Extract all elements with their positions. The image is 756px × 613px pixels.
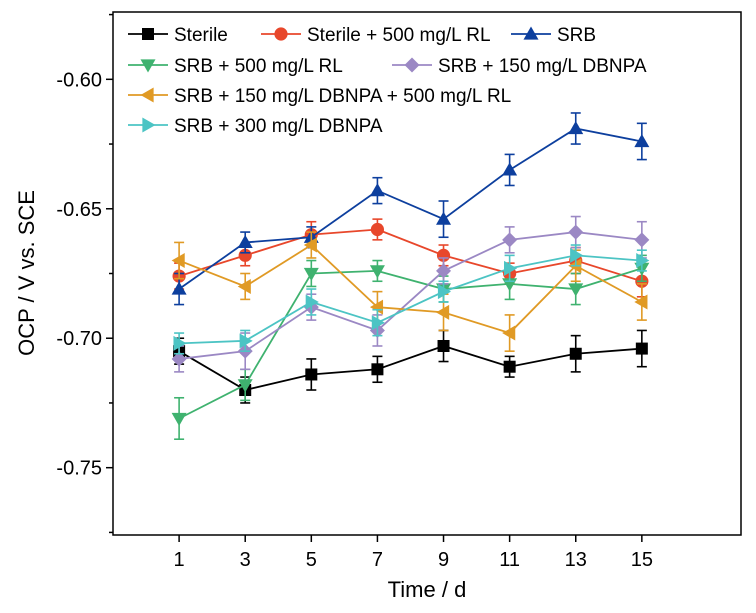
legend-label: SRB + 150 mg/L DBNPA + 500 mg/L RL [174,86,511,107]
data-point [171,281,187,295]
data-point [636,253,650,269]
data-point [437,339,450,352]
data-point [502,232,518,248]
data-point [303,237,317,253]
legend-marker [142,117,156,133]
legend-item: SRB + 500 mg/L RL [128,56,343,77]
axis-layer: 1 3 5 7 9 11 13 15-0.60-0.65-0.70-0.75 [56,13,653,571]
data-point [436,211,452,225]
series-line [178,345,642,391]
x-tick-label: 15 [631,549,653,571]
data-point [437,284,452,300]
series-line [178,267,643,420]
data-point [634,232,650,248]
data-point [568,224,584,240]
x-tick-label: 13 [565,549,587,571]
data-point [436,304,450,320]
data-point [369,265,385,279]
y-tick-label: -0.75 [56,458,102,480]
series-line [179,254,642,345]
data-point [369,183,385,197]
x-tick-label: 1 [174,549,185,571]
data-point [568,121,584,135]
legend-item: SRB + 150 mg/L DBNPA + 500 mg/L RL [128,86,511,107]
data-point [436,263,452,279]
data-point [503,360,516,373]
legend-marker [140,59,156,73]
series-line [178,228,643,283]
data-point [171,253,185,269]
legend-label: Sterile [174,25,228,46]
data-point [173,335,187,351]
series-line [178,243,643,335]
legend-label: SRB + 500 mg/L RL [174,56,343,77]
data-point [502,325,516,341]
data-point [569,347,582,360]
series-layer [171,112,650,441]
data-point [171,412,187,426]
x-tick-label: 3 [240,549,251,571]
data-point [371,363,384,376]
data-point [634,294,648,310]
data-point [237,379,253,393]
x-tick-label: 5 [306,549,317,571]
data-point [305,368,318,381]
x-tick-label: 9 [438,549,449,571]
y-tick-label: -0.70 [56,328,102,350]
data-point [371,315,385,331]
legend-marker [142,28,154,40]
legend-item: SRB + 150 mg/L DBNPA [392,56,647,77]
series-line [178,127,643,290]
y-tick-label: -0.60 [56,69,102,91]
series-3 [171,112,650,306]
data-point [634,133,650,148]
legend-marker [404,57,420,73]
series-line [179,231,642,360]
legend-item: SRB [511,25,596,46]
legend-item: SRB + 300 mg/L DBNPA [128,116,383,137]
legend-label: SRB [557,25,596,46]
x-tick-label: 11 [499,549,520,571]
series-7 [173,244,650,355]
data-point [570,247,584,263]
legend: Sterile Sterile + 500 mg/L RL SRB SRB + 500… [128,25,647,137]
data-point [171,351,187,367]
data-point [237,234,253,249]
legend-marker [140,87,154,103]
legend-label: SRB + 300 mg/L DBNPA [174,116,383,137]
x-tick-label: 7 [372,549,383,571]
legend-item: Sterile + 500 mg/L RL [261,25,491,46]
data-point [568,283,584,297]
data-point [303,267,319,281]
legend-marker [274,27,288,41]
legend-label: SRB + 150 mg/L DBNPA [438,56,647,77]
data-point [370,222,385,237]
legend-item: Sterile [128,25,228,46]
x-axis-title: Time / d [388,577,467,602]
data-point [369,299,384,315]
data-point [305,294,319,310]
data-point [502,162,518,176]
data-point [239,333,253,349]
data-point [237,278,251,294]
y-axis-title: OCP / V vs. SCE [14,190,39,356]
data-point [635,342,648,355]
legend-label: Sterile + 500 mg/L RL [307,25,491,46]
data-point [504,260,518,276]
legend-marker [523,26,539,40]
y-tick-label: -0.65 [56,199,102,221]
